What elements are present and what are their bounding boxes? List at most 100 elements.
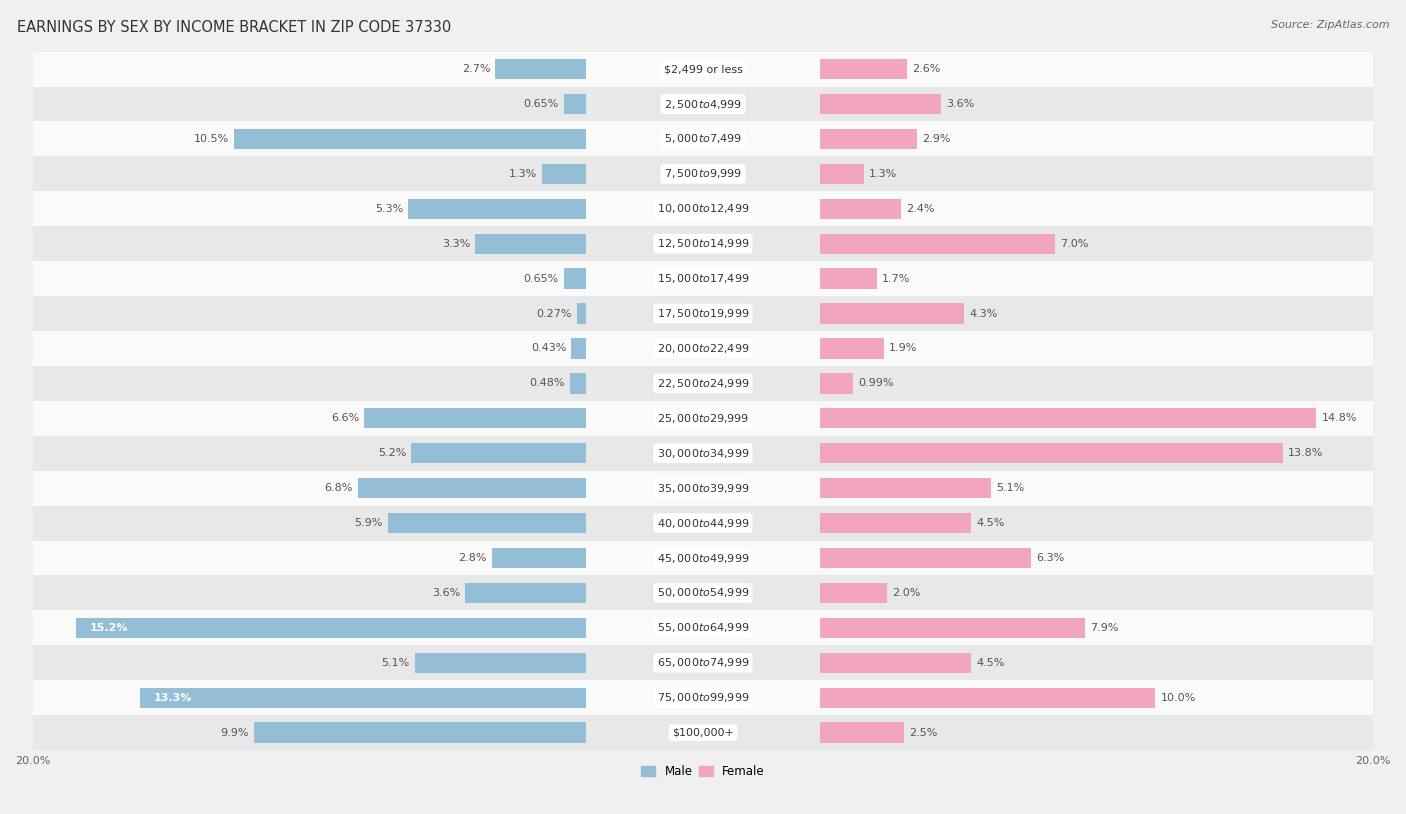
Bar — [820, 618, 1085, 638]
Bar — [820, 269, 877, 289]
Text: $55,000 to $64,999: $55,000 to $64,999 — [657, 621, 749, 634]
Bar — [32, 366, 1374, 400]
Bar — [820, 94, 941, 114]
Bar — [820, 723, 904, 742]
Bar — [475, 234, 586, 254]
Text: $100,000+: $100,000+ — [672, 728, 734, 737]
Text: $7,500 to $9,999: $7,500 to $9,999 — [664, 168, 742, 181]
Text: 4.3%: 4.3% — [970, 309, 998, 318]
Bar — [412, 443, 586, 463]
Bar — [820, 513, 972, 533]
Text: $17,500 to $19,999: $17,500 to $19,999 — [657, 307, 749, 320]
Text: Source: ZipAtlas.com: Source: ZipAtlas.com — [1271, 20, 1389, 30]
Bar — [233, 129, 586, 149]
Text: 0.43%: 0.43% — [531, 344, 567, 353]
Text: $30,000 to $34,999: $30,000 to $34,999 — [657, 447, 749, 460]
Text: 0.99%: 0.99% — [859, 379, 894, 388]
Bar — [408, 199, 586, 219]
Bar — [820, 688, 1156, 708]
Bar — [820, 234, 1054, 254]
Text: 1.3%: 1.3% — [509, 168, 537, 179]
Text: $75,000 to $99,999: $75,000 to $99,999 — [657, 691, 749, 704]
Text: 1.3%: 1.3% — [869, 168, 897, 179]
Text: 1.7%: 1.7% — [883, 274, 911, 283]
Bar — [820, 653, 972, 673]
Bar — [32, 156, 1374, 191]
Text: 2.6%: 2.6% — [912, 64, 941, 74]
Text: $12,500 to $14,999: $12,500 to $14,999 — [657, 237, 749, 250]
Bar — [564, 94, 586, 114]
Bar — [141, 688, 586, 708]
Text: $22,500 to $24,999: $22,500 to $24,999 — [657, 377, 749, 390]
Bar — [820, 478, 991, 498]
Text: 6.8%: 6.8% — [325, 484, 353, 493]
Bar — [820, 548, 1032, 568]
Text: 0.65%: 0.65% — [523, 99, 558, 109]
Text: $25,000 to $29,999: $25,000 to $29,999 — [657, 412, 749, 425]
Text: 15.2%: 15.2% — [90, 623, 128, 632]
Text: 10.5%: 10.5% — [194, 134, 229, 144]
Bar — [492, 548, 586, 568]
Bar — [357, 478, 586, 498]
Text: 4.5%: 4.5% — [976, 518, 1004, 528]
Text: 6.3%: 6.3% — [1036, 553, 1064, 563]
Bar — [32, 121, 1374, 156]
Bar — [32, 400, 1374, 435]
Text: $15,000 to $17,499: $15,000 to $17,499 — [657, 272, 749, 285]
Bar — [32, 261, 1374, 296]
Bar — [364, 408, 586, 428]
Bar — [32, 505, 1374, 540]
Bar — [32, 51, 1374, 86]
Text: $20,000 to $22,499: $20,000 to $22,499 — [657, 342, 749, 355]
Bar — [571, 339, 586, 359]
Text: 5.1%: 5.1% — [381, 658, 409, 667]
Text: 14.8%: 14.8% — [1322, 414, 1357, 423]
Bar — [32, 470, 1374, 505]
Bar — [32, 296, 1374, 331]
Bar — [415, 653, 586, 673]
Text: 3.6%: 3.6% — [946, 99, 974, 109]
Text: 9.9%: 9.9% — [221, 728, 249, 737]
Bar — [820, 443, 1282, 463]
Bar — [820, 583, 887, 603]
Text: 5.9%: 5.9% — [354, 518, 382, 528]
Text: 7.0%: 7.0% — [1060, 239, 1088, 249]
Text: 5.2%: 5.2% — [378, 449, 406, 458]
Bar — [32, 540, 1374, 575]
Bar — [820, 304, 965, 324]
Text: 2.8%: 2.8% — [458, 553, 486, 563]
Text: $10,000 to $12,499: $10,000 to $12,499 — [657, 203, 749, 215]
Text: $2,499 or less: $2,499 or less — [664, 64, 742, 74]
Text: $2,500 to $4,999: $2,500 to $4,999 — [664, 98, 742, 111]
Bar — [564, 269, 586, 289]
Bar — [32, 610, 1374, 646]
Text: $35,000 to $39,999: $35,000 to $39,999 — [657, 482, 749, 495]
Bar — [32, 331, 1374, 366]
Bar — [820, 129, 918, 149]
Text: 2.9%: 2.9% — [922, 134, 950, 144]
Text: 4.5%: 4.5% — [976, 658, 1004, 667]
Text: 2.7%: 2.7% — [461, 64, 491, 74]
Text: 0.48%: 0.48% — [529, 379, 565, 388]
Text: 13.8%: 13.8% — [1288, 449, 1323, 458]
Bar — [254, 723, 586, 742]
Text: 5.1%: 5.1% — [997, 484, 1025, 493]
Bar — [569, 374, 586, 393]
Bar — [32, 435, 1374, 470]
Text: $5,000 to $7,499: $5,000 to $7,499 — [664, 133, 742, 146]
Bar — [820, 339, 884, 359]
Text: 2.5%: 2.5% — [910, 728, 938, 737]
Bar — [820, 374, 853, 393]
Text: $45,000 to $49,999: $45,000 to $49,999 — [657, 552, 749, 564]
Bar — [32, 86, 1374, 121]
Text: 6.6%: 6.6% — [332, 414, 360, 423]
Text: 1.9%: 1.9% — [889, 344, 917, 353]
Bar — [32, 716, 1374, 750]
Text: 3.3%: 3.3% — [441, 239, 470, 249]
Text: $50,000 to $54,999: $50,000 to $54,999 — [657, 586, 749, 599]
Text: 2.0%: 2.0% — [893, 588, 921, 598]
Bar — [820, 408, 1316, 428]
Text: 2.4%: 2.4% — [905, 204, 934, 214]
Text: 13.3%: 13.3% — [153, 693, 191, 702]
Bar — [820, 59, 907, 79]
